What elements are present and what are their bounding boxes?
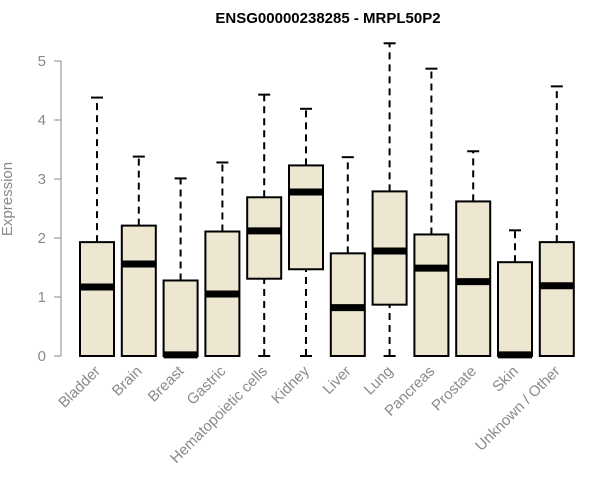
box-iqr bbox=[538, 241, 575, 358]
box-bladder bbox=[79, 96, 115, 358]
y-tick-label: 0 bbox=[38, 348, 46, 365]
x-tick-label: Lung bbox=[361, 363, 397, 399]
box-group bbox=[79, 42, 575, 359]
box-prostate bbox=[455, 150, 492, 357]
box-iqr bbox=[413, 233, 450, 358]
box-kidney bbox=[288, 107, 324, 357]
box-skin bbox=[497, 229, 533, 359]
box-unknown-other bbox=[538, 85, 575, 358]
y-axis-ticks: 0 1 2 3 4 5 bbox=[38, 53, 61, 365]
box-iqr bbox=[120, 224, 157, 357]
y-tick-label: 1 bbox=[38, 289, 46, 306]
x-tick-label: Prostate bbox=[428, 363, 480, 415]
x-tick-label: Brain bbox=[109, 363, 146, 400]
box-brain bbox=[120, 155, 157, 357]
box-iqr bbox=[288, 164, 324, 271]
x-tick-label: Liver bbox=[320, 363, 355, 398]
box-lung bbox=[371, 42, 408, 357]
box-iqr bbox=[246, 196, 283, 280]
box-iqr bbox=[79, 241, 115, 358]
y-tick-label: 4 bbox=[38, 112, 46, 129]
box-hematopoietic-cells bbox=[246, 93, 283, 357]
y-axis-label: Expression bbox=[0, 162, 16, 236]
y-tick-label: 3 bbox=[38, 171, 46, 188]
box-gastric bbox=[204, 161, 241, 357]
chart-title: ENSG00000238285 - MRPL50P2 bbox=[215, 10, 440, 27]
box-breast bbox=[162, 177, 199, 359]
box-iqr bbox=[162, 279, 199, 358]
x-tick-label: Kidney bbox=[268, 362, 313, 407]
x-tick-label: Skin bbox=[489, 363, 522, 396]
box-iqr bbox=[497, 261, 533, 357]
box-pancreas bbox=[413, 67, 450, 358]
box-liver bbox=[329, 156, 366, 357]
y-tick-label: 5 bbox=[38, 53, 46, 70]
x-tick-label: Breast bbox=[145, 362, 188, 405]
y-tick-label: 2 bbox=[38, 230, 46, 247]
x-tick-label: Bladder bbox=[55, 363, 104, 412]
